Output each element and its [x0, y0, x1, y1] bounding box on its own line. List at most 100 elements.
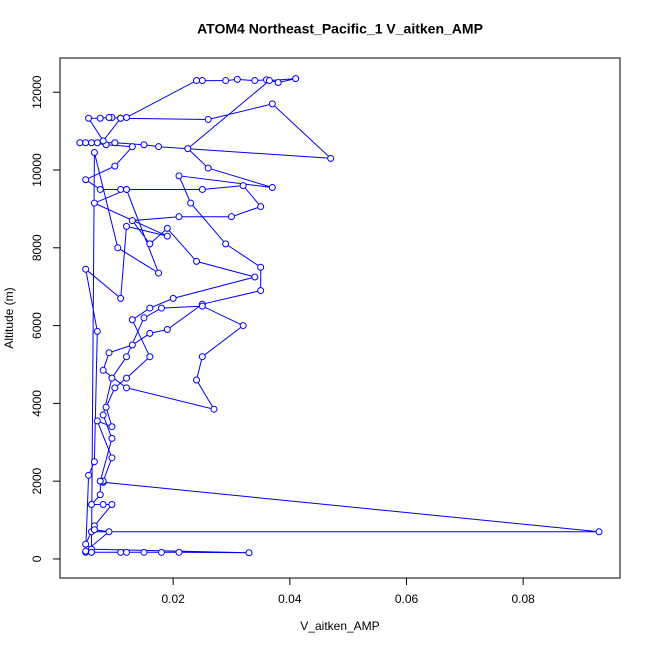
- data-point: [193, 257, 200, 265]
- data-point: [96, 114, 104, 122]
- x-tick-label: 0.04: [278, 592, 302, 606]
- y-tick-label: 10000: [30, 153, 44, 187]
- data-point: [155, 143, 163, 151]
- data-point: [128, 341, 136, 349]
- data-point: [105, 114, 113, 122]
- data-point: [99, 366, 107, 374]
- y-tick-label: 4000: [30, 390, 44, 417]
- x-tick-label: 0.08: [511, 592, 535, 606]
- y-tick-label: 0: [30, 555, 44, 562]
- data-point: [123, 222, 130, 230]
- data-point: [140, 141, 148, 149]
- data-point: [111, 162, 119, 170]
- data-point: [163, 232, 171, 240]
- data-point: [117, 548, 125, 556]
- data-point: [99, 137, 107, 145]
- data-point: [146, 353, 154, 361]
- data-point: [239, 322, 247, 330]
- data-point: [108, 423, 116, 431]
- data-point: [123, 353, 130, 361]
- data-point: [85, 471, 93, 479]
- data-point: [175, 213, 183, 221]
- data-point: [90, 199, 98, 207]
- data-point: [108, 434, 116, 442]
- data-point: [105, 349, 113, 357]
- data-point: [123, 374, 130, 382]
- data-point: [99, 500, 107, 508]
- data-point: [198, 353, 206, 361]
- data-point: [187, 199, 195, 207]
- data-point: [163, 224, 171, 232]
- data-point: [175, 172, 183, 180]
- y-tick-label: 6000: [30, 312, 44, 339]
- data-point: [198, 302, 206, 310]
- data-point: [111, 384, 119, 392]
- data-point: [111, 139, 119, 147]
- data-point: [82, 176, 90, 184]
- data-point: [292, 75, 300, 83]
- data-point: [175, 548, 183, 556]
- data-point: [222, 240, 230, 248]
- data-point: [146, 304, 154, 312]
- data-point: [123, 185, 130, 193]
- data-point: [268, 100, 276, 108]
- data-point: [257, 263, 265, 271]
- data-point: [85, 114, 93, 122]
- data-point: [198, 77, 206, 85]
- data-point: [251, 77, 259, 85]
- data-point: [96, 185, 104, 193]
- data-point: [123, 384, 130, 392]
- data-point: [90, 149, 98, 157]
- data-point: [257, 287, 265, 295]
- data-point: [93, 327, 101, 335]
- x-tick-label: 0.02: [161, 592, 185, 606]
- data-point: [99, 411, 107, 419]
- data-point: [90, 526, 98, 534]
- data-point: [93, 139, 101, 147]
- data-point: [184, 145, 192, 153]
- data-point: [233, 75, 241, 83]
- data-point: [76, 139, 84, 147]
- data-point: [123, 548, 130, 556]
- data-point: [117, 294, 125, 302]
- data-point: [108, 374, 116, 382]
- data-point: [82, 139, 90, 147]
- data-point: [251, 273, 259, 281]
- data-point: [146, 329, 154, 337]
- data-point: [158, 548, 165, 556]
- data-point: [82, 540, 90, 548]
- data-point: [265, 77, 273, 85]
- y-tick-label: 12000: [30, 75, 44, 109]
- data-point: [158, 304, 165, 312]
- data-point: [327, 154, 335, 162]
- data-point: [146, 240, 154, 248]
- data-point: [90, 458, 98, 466]
- y-tick-label: 2000: [30, 467, 44, 494]
- data-point: [204, 115, 212, 123]
- data-point: [193, 376, 200, 384]
- data-point: [245, 549, 253, 557]
- data-point: [123, 114, 130, 122]
- y-tick-label: 8000: [30, 234, 44, 261]
- x-tick-label: 0.06: [395, 592, 419, 606]
- data-point: [88, 500, 95, 508]
- data-point: [88, 139, 95, 147]
- data-point: [128, 217, 136, 225]
- data-point: [268, 184, 276, 192]
- chart-title: ATOM4 Northeast_Pacific_1 V_aitken_AMP: [197, 21, 483, 37]
- data-point: [274, 79, 282, 87]
- data-point: [210, 405, 218, 413]
- data-point: [93, 417, 101, 425]
- data-point: [595, 528, 603, 536]
- data-point: [102, 403, 110, 411]
- data-point: [222, 77, 230, 85]
- data-point: [257, 203, 265, 211]
- data-point: [96, 477, 104, 485]
- data-point: [204, 164, 212, 172]
- data-point: [105, 528, 113, 536]
- data-point: [228, 213, 235, 221]
- x-axis-label: V_aitken_AMP: [300, 619, 379, 633]
- data-point: [140, 548, 148, 556]
- data-point: [88, 548, 95, 556]
